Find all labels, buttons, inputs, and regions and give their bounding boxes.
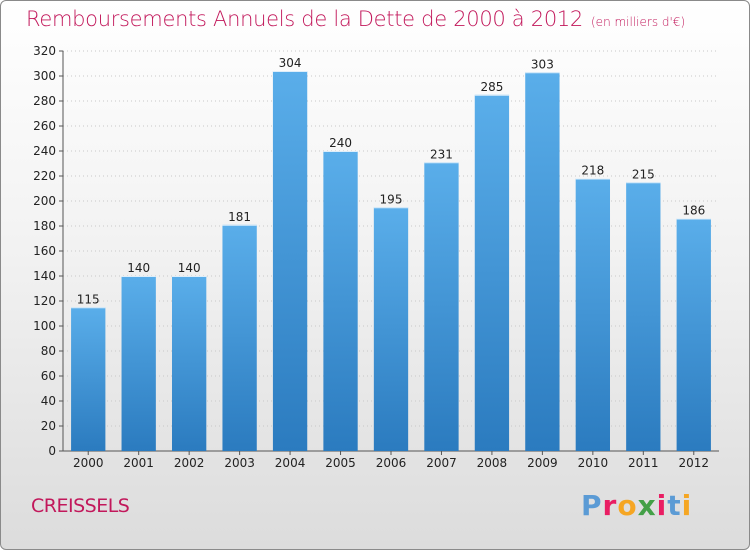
city-name: CREISSELS: [31, 495, 130, 517]
x-tick-label: 2004: [275, 456, 306, 470]
y-tick-label: 260: [33, 119, 56, 133]
bar-value-label: 304: [279, 56, 302, 70]
y-tick-label: 200: [33, 194, 56, 208]
bar: [626, 182, 661, 451]
chart-title: Remboursements Annuels de la Dette de 20…: [26, 7, 685, 31]
bar: [71, 307, 106, 451]
y-tick-label: 0: [48, 444, 56, 458]
bar: [323, 151, 358, 451]
logo-letter: x: [637, 489, 657, 522]
y-tick-label: 300: [33, 69, 56, 83]
x-tick-label: 2006: [376, 456, 407, 470]
bar: [373, 207, 409, 451]
bar-value-label: 231: [430, 147, 453, 161]
x-tick-label: 2003: [224, 456, 255, 470]
bars: [71, 71, 711, 451]
bar-value-label: 181: [228, 210, 251, 224]
bar-value-label: 140: [178, 261, 201, 275]
x-tick-label: 2010: [578, 456, 609, 470]
y-tick-label: 220: [33, 169, 56, 183]
x-tick-label: 2000: [73, 456, 104, 470]
bar: [424, 162, 459, 451]
x-tick-label: 2002: [174, 456, 205, 470]
bar-value-label: 218: [581, 164, 604, 178]
bar-value-label: 240: [329, 136, 352, 150]
y-tick-label: 160: [33, 244, 56, 258]
bar: [171, 276, 207, 451]
logo-letter: i: [656, 489, 668, 522]
x-tick-label: 2012: [678, 456, 709, 470]
logo-letter: r: [602, 489, 618, 522]
bar-value-label: 186: [682, 204, 705, 218]
x-tick-label: 2001: [123, 456, 154, 470]
y-tick-label: 100: [33, 319, 56, 333]
labels: 0 20 40 60 80 100 120 140 160 180 200 220 240 260 280 3…: [33, 44, 709, 470]
x-tick-label: 2007: [426, 456, 457, 470]
logo-letter: i: [681, 489, 693, 522]
bar-value-label: 303: [531, 57, 554, 71]
bar-value-label: 115: [77, 292, 100, 306]
chart-unit: (en milliers d'€): [591, 15, 686, 29]
bar-value-label: 195: [380, 192, 403, 206]
bar: [121, 276, 156, 451]
y-tick-label: 240: [33, 144, 56, 158]
y-tick-label: 140: [33, 269, 56, 283]
y-tick-label: 60: [41, 369, 56, 383]
bar: [575, 178, 611, 451]
bar: [222, 224, 257, 451]
x-tick-label: 2011: [628, 456, 659, 470]
bar-value-label: 285: [480, 80, 503, 94]
chart-title-text: Remboursements Annuels de la Dette de 20…: [26, 7, 583, 31]
y-tick-label: 180: [33, 219, 56, 233]
y-tick-label: 280: [33, 94, 56, 108]
proxiti-logo: Proxiti: [581, 489, 692, 522]
bar: [272, 71, 308, 451]
y-tick-label: 20: [41, 419, 56, 433]
x-tick-label: 2009: [527, 456, 558, 470]
y-tick-label: 40: [41, 394, 56, 408]
y-tick-label: 80: [41, 344, 56, 358]
x-tick-label: 2008: [477, 456, 508, 470]
bar: [676, 218, 711, 451]
logo-letter: P: [581, 489, 603, 522]
bar: [525, 72, 560, 451]
bar: [474, 94, 510, 451]
logo-letter: o: [617, 489, 638, 522]
y-tick-label: 320: [33, 44, 56, 58]
x-tick-label: 2005: [325, 456, 356, 470]
y-tick-label: 120: [33, 294, 56, 308]
logo-letter: t: [667, 489, 682, 522]
bar-value-label: 140: [127, 261, 150, 275]
bar-value-label: 215: [632, 167, 655, 181]
